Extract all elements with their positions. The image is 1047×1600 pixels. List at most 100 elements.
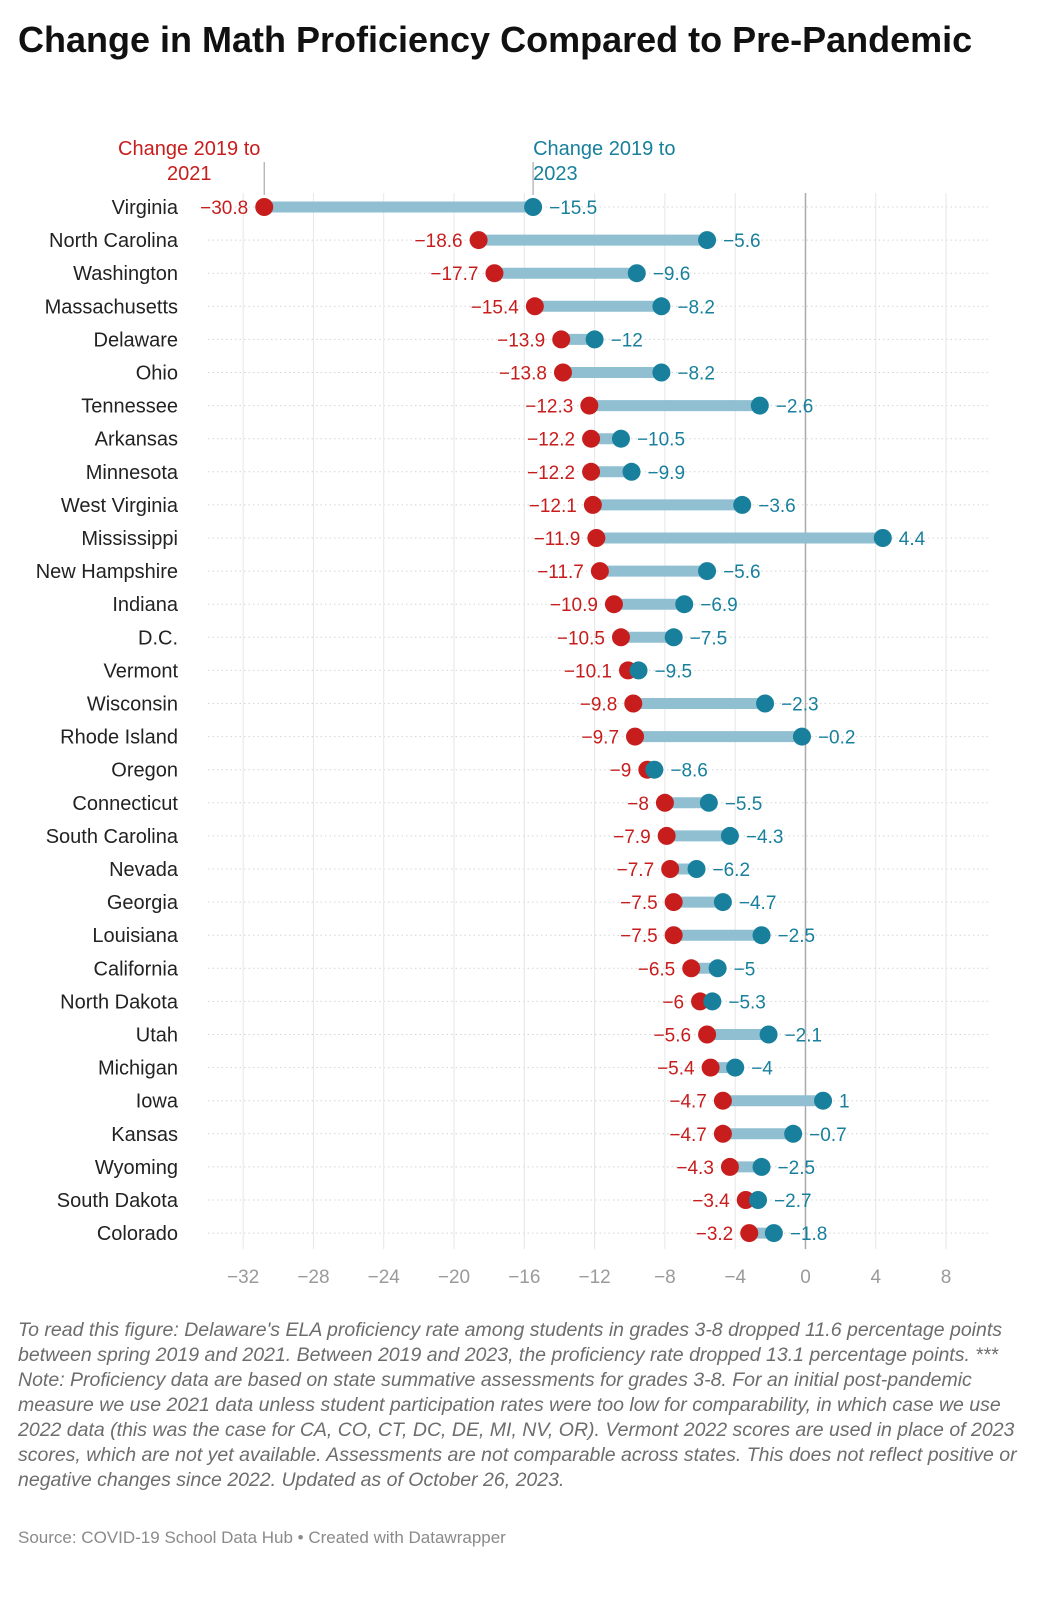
row-label: Georgia — [107, 892, 179, 914]
value-label-2023: −0.2 — [818, 728, 856, 749]
dot-2021 — [682, 959, 701, 978]
row-label: Delaware — [94, 329, 178, 351]
dot-2023 — [629, 661, 648, 680]
value-label-2023: −6.2 — [713, 860, 751, 881]
value-label-2021: −12.3 — [525, 397, 573, 418]
dot-2021 — [552, 330, 571, 349]
x-tick-label: −28 — [297, 1267, 329, 1288]
value-label-2021: −9.8 — [580, 695, 618, 716]
dot-2021 — [553, 363, 572, 382]
value-label-2023: −4.3 — [746, 827, 784, 848]
value-label-2021: −4.7 — [669, 1092, 707, 1113]
x-tick-label: −12 — [578, 1267, 610, 1288]
dot-2021 — [698, 1025, 717, 1044]
value-label-2021: −12.2 — [527, 430, 575, 451]
value-label-2023: −2.3 — [781, 695, 819, 716]
dot-2023 — [720, 826, 739, 845]
dot-2021 — [604, 595, 623, 614]
dot-2021 — [611, 628, 630, 647]
row-label: Vermont — [104, 660, 179, 682]
value-label-2023: −6.9 — [700, 595, 738, 616]
value-label-2021: −11.9 — [534, 529, 581, 550]
value-label-2023: −15.5 — [549, 198, 597, 219]
value-label-2023: −5.3 — [728, 992, 766, 1013]
chart-title: Change in Math Proficiency Compared to P… — [18, 19, 973, 60]
legend-label-y2021: Change 2019 to — [118, 138, 260, 160]
value-label-2023: −5 — [734, 959, 756, 980]
value-label-2021: −15.4 — [471, 297, 520, 318]
dot-2023 — [699, 793, 718, 812]
dot-2021 — [587, 529, 606, 547]
legend-label-y2023: 2023 — [533, 163, 578, 185]
value-label-2021: −4.3 — [676, 1158, 714, 1179]
value-label-2021: −3.4 — [692, 1191, 730, 1212]
dot-2023 — [708, 959, 727, 978]
x-tick-label: −16 — [508, 1267, 540, 1288]
x-tick-label: −4 — [724, 1267, 746, 1288]
row-label: Indiana — [112, 594, 178, 616]
dot-2023 — [752, 926, 771, 945]
row-label: Minnesota — [86, 462, 179, 484]
dot-2023 — [814, 1091, 833, 1110]
x-tick-label: −32 — [227, 1267, 259, 1288]
value-label-2023: −0.7 — [809, 1125, 847, 1146]
dot-2021 — [580, 396, 599, 415]
value-label-2021: −4.7 — [669, 1125, 707, 1146]
row-label: Michigan — [98, 1058, 178, 1080]
row-label: Wisconsin — [87, 694, 178, 716]
value-label-2023: −7.5 — [690, 628, 728, 649]
dot-2023 — [759, 1025, 778, 1044]
row-label: West Virginia — [61, 495, 179, 517]
x-tick-label: 4 — [870, 1267, 881, 1288]
row-label: Tennessee — [81, 396, 178, 418]
source-credit: Source: COVID-19 School Data Hub • Creat… — [18, 1528, 506, 1547]
chart-note: To read this figure: Delaware's ELA prof… — [18, 1319, 1017, 1491]
value-label-2021: −5.6 — [654, 1026, 692, 1047]
value-label-2023: −9.5 — [655, 661, 693, 682]
dot-2023 — [703, 992, 722, 1011]
row-label: Arkansas — [95, 429, 178, 451]
value-label-2023: −2.5 — [778, 1158, 816, 1179]
value-label-2023: −2.1 — [785, 1026, 823, 1047]
value-label-2021: −12.1 — [529, 496, 577, 517]
dot-2021 — [583, 495, 602, 514]
value-label-2021: −7.9 — [613, 827, 651, 848]
value-label-2021: −9.7 — [582, 728, 620, 749]
value-label-2023: −4 — [751, 1059, 773, 1080]
row-label: South Carolina — [46, 826, 179, 848]
dot-2021 — [255, 198, 274, 216]
value-label-2023: 1 — [839, 1092, 850, 1113]
row-label: Colorado — [97, 1223, 178, 1245]
value-label-2023: −12 — [611, 330, 643, 351]
dot-2023 — [764, 1224, 783, 1243]
value-label-2023: −2.6 — [776, 397, 814, 418]
value-label-2021: −17.7 — [430, 264, 478, 285]
row-label: Louisiana — [92, 925, 179, 947]
value-label-2021: −7.7 — [617, 860, 655, 881]
dot-2021 — [655, 793, 674, 812]
row-label: Rhode Island — [60, 727, 178, 749]
dot-2021 — [626, 727, 645, 746]
x-tick-label: −20 — [438, 1267, 470, 1288]
row-label: South Dakota — [57, 1190, 179, 1212]
dot-2023 — [652, 363, 671, 382]
dot-2021 — [720, 1157, 739, 1176]
dot-2021 — [661, 860, 680, 878]
row-label: Wyoming — [95, 1157, 178, 1179]
value-label-2021: −10.1 — [564, 661, 612, 682]
dot-2023 — [652, 297, 671, 316]
dot-2023 — [611, 429, 630, 448]
value-label-2023: −8.2 — [677, 297, 715, 318]
value-label-2021: −13.8 — [499, 364, 547, 385]
row-label: Washington — [73, 263, 178, 285]
row-label: North Carolina — [49, 230, 179, 252]
value-label-2023: −1.8 — [790, 1224, 828, 1245]
value-label-2021: −6.5 — [638, 959, 676, 980]
dot-2023 — [687, 860, 706, 878]
value-label-2023: −5.6 — [723, 562, 761, 583]
row-label: D.C. — [138, 627, 178, 649]
dot-2021 — [664, 893, 683, 912]
dot-2021 — [582, 429, 601, 448]
row-label: Kansas — [111, 1124, 178, 1146]
dot-2021 — [740, 1224, 759, 1243]
